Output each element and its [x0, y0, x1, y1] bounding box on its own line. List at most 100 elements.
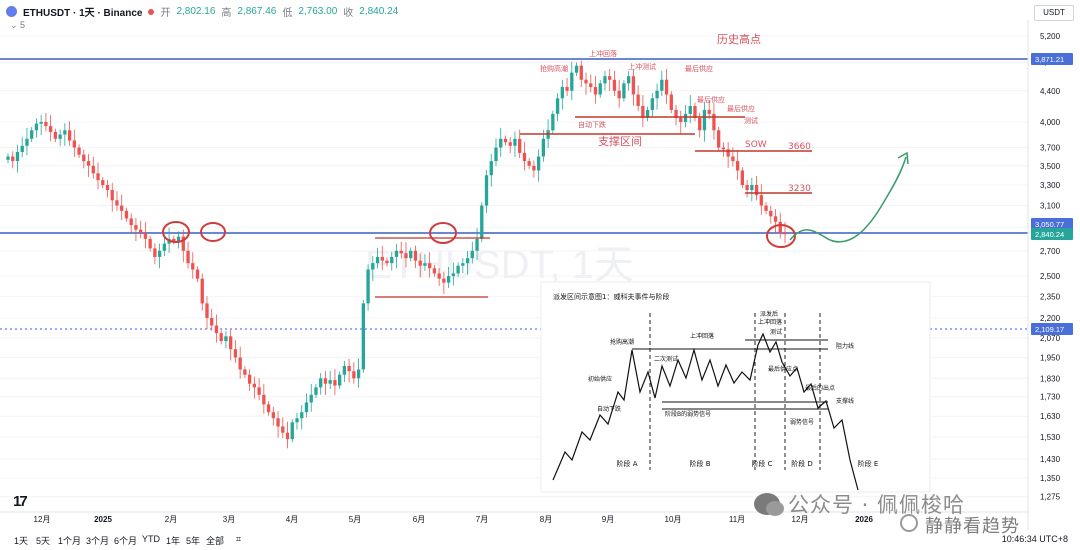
candle-body: [300, 412, 304, 419]
candle-body: [247, 374, 252, 384]
candle-body: [304, 402, 309, 413]
candle-body: [745, 185, 749, 191]
candle-body: [105, 185, 110, 191]
tf-all[interactable]: 全部: [206, 536, 225, 546]
time-tick: 5月: [349, 515, 361, 524]
candle-body: [456, 265, 460, 274]
candle-body: [650, 98, 654, 110]
candle-body: [333, 380, 337, 386]
candle-body: [574, 65, 579, 73]
candle-body: [669, 94, 673, 110]
candle-body: [285, 432, 290, 440]
candle-body: [91, 165, 95, 174]
highlight-circle: [162, 221, 190, 243]
currency-button[interactable]: USDT: [1034, 5, 1074, 21]
time-tick: 8月: [540, 515, 552, 524]
inset-st-label: 二次测试: [654, 355, 678, 363]
candle-body: [96, 173, 100, 181]
symbol-title[interactable]: ETHUSDT · 1天 · Binance: [23, 8, 143, 19]
candle-body: [252, 383, 257, 388]
candle-body: [608, 76, 612, 80]
price-label-box: [1031, 323, 1073, 335]
candle-body: [726, 149, 730, 157]
inset-bc-label: 抢购高潮: [610, 338, 634, 346]
price-label-box: [1031, 53, 1073, 65]
price-axis: 5,2004,8004,4004,0003,7003,5003,3003,100…: [1027, 20, 1073, 530]
tf-5d[interactable]: 5天: [36, 536, 51, 546]
candle-body: [565, 87, 569, 91]
time-tick: 12月: [34, 515, 51, 524]
candle-body: [489, 161, 493, 176]
inset-panel: [540, 281, 931, 493]
candle-body: [181, 236, 185, 251]
candle-body: [148, 238, 152, 249]
projection-arrow-icon: [897, 151, 909, 165]
candle-body: [186, 250, 190, 264]
candle-body: [243, 369, 247, 375]
candle-body: [262, 394, 266, 405]
price-tick: 2,350: [1040, 292, 1061, 301]
candle-body: [679, 117, 683, 122]
time-tick: 9月: [602, 515, 614, 524]
price-label-box: [1031, 218, 1073, 230]
ohlc-close-value: 2,840.24: [359, 6, 399, 17]
candle-body: [224, 336, 228, 342]
candle-body: [731, 156, 735, 162]
level-3230-label: 3230: [788, 184, 811, 194]
candle-body: [356, 369, 361, 379]
candle-body: [375, 256, 380, 264]
candle-body: [30, 130, 34, 139]
price-tick: 1,530: [1040, 433, 1061, 442]
candle-body: [688, 106, 692, 114]
candle-body: [622, 83, 626, 99]
candle-body: [63, 130, 67, 135]
upthrust-test-label: 上冲测试: [628, 62, 656, 71]
candle-body: [276, 418, 280, 427]
candle-body: [721, 147, 726, 150]
candle-body: [769, 210, 773, 217]
tf-5y[interactable]: 5年: [186, 536, 201, 546]
candle-body: [551, 113, 555, 131]
candle-body: [195, 269, 200, 279]
price-tick: 5,200: [1040, 32, 1061, 41]
candle-body: [139, 229, 143, 234]
candle-body: [418, 260, 422, 266]
watermark-icon: [900, 514, 918, 532]
tf-1d[interactable]: 1天: [14, 536, 29, 546]
time-tick: 2025: [94, 515, 112, 524]
candle-body: [508, 142, 512, 146]
candle-body: [503, 138, 508, 143]
candle-body: [636, 94, 640, 107]
inset-sow-label: 弱势信号: [790, 418, 814, 426]
inset-price-path: [552, 332, 859, 491]
eth-icon: [6, 6, 17, 17]
candle-body: [191, 263, 195, 270]
candle-body: [101, 180, 105, 186]
tf-1m[interactable]: 1个月: [58, 536, 82, 546]
tf-ytd[interactable]: YTD: [142, 534, 160, 544]
price-tick: 4,000: [1040, 118, 1061, 127]
indicator-toggle[interactable]: ⌄ 5: [10, 20, 26, 30]
candle-body: [513, 138, 517, 146]
candle-body: [266, 404, 271, 413]
ohlc-high-value: 2,867.46: [237, 6, 277, 17]
inset-utad-label-2: 上冲回落: [758, 318, 782, 326]
inset-ar-label: 自动下跌: [597, 405, 621, 413]
candle-body: [603, 76, 607, 84]
time-tick: 12月: [792, 515, 809, 524]
tf-3m[interactable]: 3个月: [86, 536, 110, 546]
tf-6m[interactable]: 6个月: [114, 536, 138, 546]
time-tick: 2月: [165, 515, 177, 524]
candle-body: [200, 278, 204, 304]
tf-1y[interactable]: 1年: [166, 536, 181, 546]
date-range-icon[interactable]: ⌗: [236, 534, 242, 544]
price-label-last: 2,840.24: [1035, 230, 1064, 239]
candle-body: [53, 131, 58, 139]
candle-body: [532, 165, 536, 171]
candle-body: [39, 121, 43, 124]
price-label-resistance: 3,871.21: [1035, 55, 1064, 64]
candle-body: [593, 87, 598, 95]
candle-body: [442, 278, 446, 283]
inset-phase-label: 阶段 B: [689, 459, 710, 468]
